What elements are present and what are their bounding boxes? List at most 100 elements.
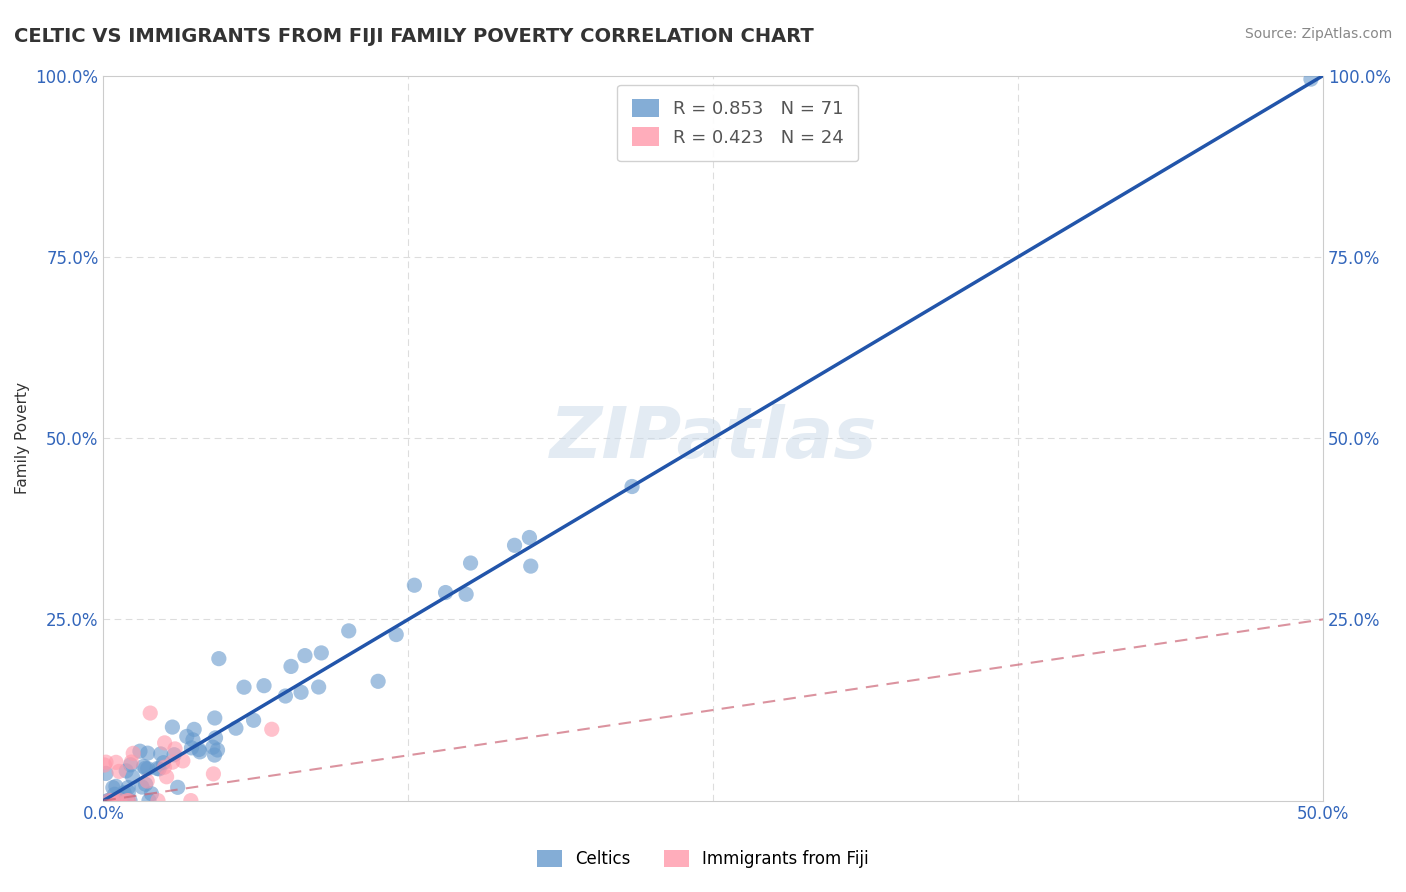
Celtics [117, 794, 139, 808]
Immigrants from Fiji [172, 754, 194, 768]
Celtics [115, 764, 138, 778]
Celtics [204, 731, 226, 745]
Immigrants from Fiji [93, 758, 115, 772]
Celtics [233, 680, 256, 694]
Immigrants from Fiji [139, 706, 162, 720]
Celtics [138, 794, 160, 808]
Celtics [111, 794, 134, 808]
Celtics [456, 587, 478, 601]
Celtics [201, 740, 224, 755]
Immigrants from Fiji [108, 794, 131, 808]
Celtics [152, 756, 174, 770]
Celtics [367, 674, 389, 689]
Immigrants from Fiji [101, 794, 124, 808]
Celtics [337, 624, 360, 638]
Text: CELTIC VS IMMIGRANTS FROM FIJI FAMILY POVERTY CORRELATION CHART: CELTIC VS IMMIGRANTS FROM FIJI FAMILY PO… [14, 27, 814, 45]
Immigrants from Fiji [94, 755, 117, 769]
Celtics [135, 777, 157, 791]
Celtics [136, 746, 159, 760]
Celtics [290, 685, 312, 699]
Celtics [180, 740, 202, 755]
Celtics [148, 762, 170, 776]
Immigrants from Fiji [120, 755, 142, 769]
Celtics [120, 757, 142, 772]
Celtics [100, 794, 122, 808]
Celtics [162, 720, 184, 734]
Immigrants from Fiji [115, 794, 138, 808]
Celtics [97, 794, 120, 808]
Celtics [204, 747, 226, 762]
Celtics [1299, 72, 1322, 87]
Celtics [117, 780, 139, 795]
Legend: Celtics, Immigrants from Fiji: Celtics, Immigrants from Fiji [530, 843, 876, 875]
Y-axis label: Family Poverty: Family Poverty [15, 382, 30, 494]
Celtics [104, 787, 127, 801]
Celtics [149, 747, 172, 761]
Celtics [112, 786, 135, 800]
Celtics [308, 680, 330, 694]
Celtics [166, 780, 188, 795]
Immigrants from Fiji [104, 794, 127, 808]
Celtics [134, 761, 156, 775]
Celtics [181, 732, 204, 747]
Immigrants from Fiji [105, 756, 128, 770]
Celtics [100, 793, 122, 807]
Celtics [141, 787, 163, 801]
Immigrants from Fiji [202, 767, 225, 781]
Celtics [274, 689, 297, 703]
Celtics [94, 766, 117, 780]
Celtics [280, 659, 302, 673]
Immigrants from Fiji [163, 742, 186, 756]
Celtics [460, 556, 482, 570]
Celtics [108, 791, 131, 805]
Celtics [434, 585, 457, 599]
Legend: R = 0.853   N = 71, R = 0.423   N = 24: R = 0.853 N = 71, R = 0.423 N = 24 [617, 85, 858, 161]
Celtics [187, 742, 209, 756]
Celtics [101, 780, 124, 795]
Celtics [311, 646, 333, 660]
Celtics [404, 578, 426, 592]
Celtics [242, 713, 264, 727]
Immigrants from Fiji [98, 794, 121, 808]
Celtics [204, 711, 226, 725]
Celtics [253, 679, 276, 693]
Celtics [98, 794, 121, 808]
Celtics [136, 762, 159, 776]
Immigrants from Fiji [162, 755, 184, 769]
Celtics [207, 743, 229, 757]
Celtics [118, 794, 141, 808]
Celtics [183, 723, 205, 737]
Immigrants from Fiji [118, 794, 141, 808]
Celtics [132, 759, 155, 773]
Celtics [131, 780, 153, 794]
Immigrants from Fiji [108, 764, 131, 779]
Celtics [129, 744, 152, 758]
Celtics [104, 780, 127, 794]
Celtics [188, 745, 211, 759]
Celtics [121, 770, 143, 784]
Immigrants from Fiji [136, 774, 159, 789]
Immigrants from Fiji [122, 747, 145, 761]
Celtics [111, 794, 134, 808]
Celtics [621, 479, 644, 493]
Immigrants from Fiji [260, 723, 283, 737]
Celtics [208, 651, 231, 665]
Celtics [519, 559, 541, 574]
Immigrants from Fiji [180, 794, 202, 808]
Immigrants from Fiji [146, 794, 169, 808]
Text: ZIPatlas: ZIPatlas [550, 403, 877, 473]
Celtics [385, 627, 408, 641]
Immigrants from Fiji [153, 760, 176, 774]
Celtics [163, 747, 186, 762]
Celtics [117, 785, 139, 799]
Celtics [176, 730, 198, 744]
Celtics [112, 794, 135, 808]
Immigrants from Fiji [153, 736, 176, 750]
Celtics [98, 794, 121, 808]
Text: Source: ZipAtlas.com: Source: ZipAtlas.com [1244, 27, 1392, 41]
Celtics [294, 648, 316, 663]
Celtics [225, 721, 247, 735]
Celtics [503, 538, 526, 552]
Celtics [146, 762, 169, 776]
Celtics [519, 531, 541, 545]
